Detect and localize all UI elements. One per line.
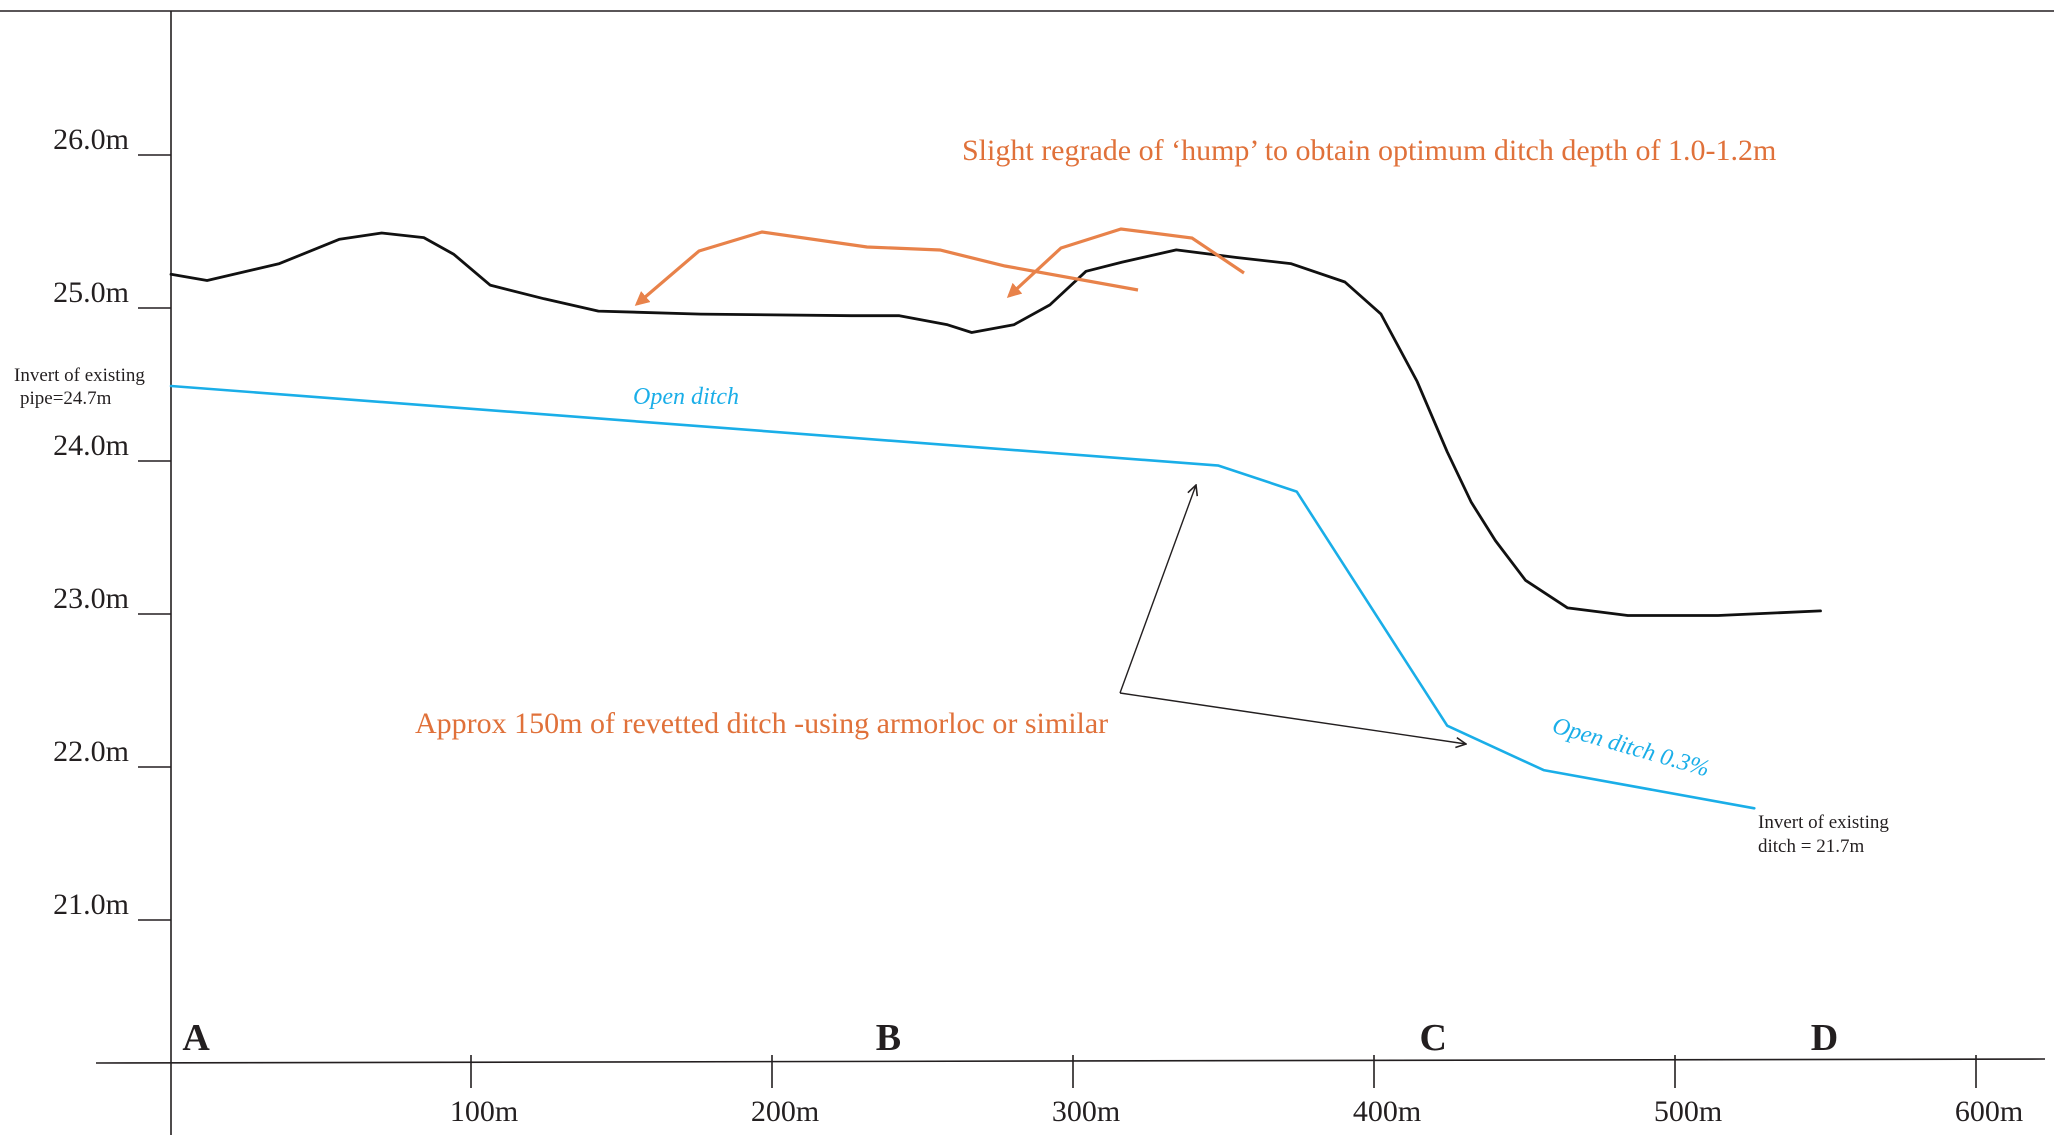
regrade-arrow-right <box>1006 227 1245 298</box>
regrade-arrow-left <box>634 230 1139 306</box>
x-axis <box>95 1058 2046 1064</box>
x-tick-label: 200m <box>751 1095 819 1128</box>
open-ditch-grade-label: Open ditch 0.3% <box>1549 713 1712 783</box>
x-tick-label: 600m <box>1955 1095 2023 1128</box>
y-tick-label: 25.0m <box>53 276 129 309</box>
x-tick-label: 400m <box>1353 1095 1421 1128</box>
open-ditch-label: Open ditch <box>633 384 739 410</box>
invert-pipe-label-line2: pipe=24.7m <box>20 388 112 409</box>
revetted-pointer-up <box>1119 485 1196 694</box>
y-tick-label: 26.0m <box>53 123 129 156</box>
y-tick-label: 22.0m <box>53 735 129 768</box>
ground-profile-line <box>169 231 1822 617</box>
revetted-pointer-right <box>1119 692 1466 744</box>
section-letter-b: B <box>876 1017 901 1059</box>
x-tick-label: 100m <box>450 1095 518 1128</box>
series-layer <box>169 231 1822 810</box>
x-axis-ticks: 100m 200m 300m 400m 500m 600m <box>450 1055 2023 1128</box>
y-tick-label: 23.0m <box>53 582 129 615</box>
y-tick-label: 21.0m <box>53 888 129 921</box>
invert-pipe-label-line1: Invert of existing <box>14 365 145 386</box>
regrade-note: Slight regrade of ‘hump’ to obtain optim… <box>962 134 1776 167</box>
ditch-profile-line <box>169 384 1756 810</box>
section-letter-c: C <box>1419 1017 1446 1059</box>
invert-ditch-label-line1: Invert of existing <box>1758 812 1889 833</box>
section-letters: A B C D <box>182 1017 1838 1059</box>
x-tick-label: 300m <box>1052 1095 1120 1128</box>
x-tick-label: 500m <box>1654 1095 1722 1128</box>
section-letter-a: A <box>182 1017 210 1059</box>
revetted-ditch-note: Approx 150m of revetted ditch -using arm… <box>415 707 1108 740</box>
section-letter-d: D <box>1811 1017 1838 1059</box>
y-tick-label: 24.0m <box>53 429 129 462</box>
invert-ditch-label-line2: ditch = 21.7m <box>1758 836 1864 857</box>
y-axis-ticks: 26.0m 25.0m 24.0m 23.0m 22.0m 21.0m <box>53 123 171 921</box>
